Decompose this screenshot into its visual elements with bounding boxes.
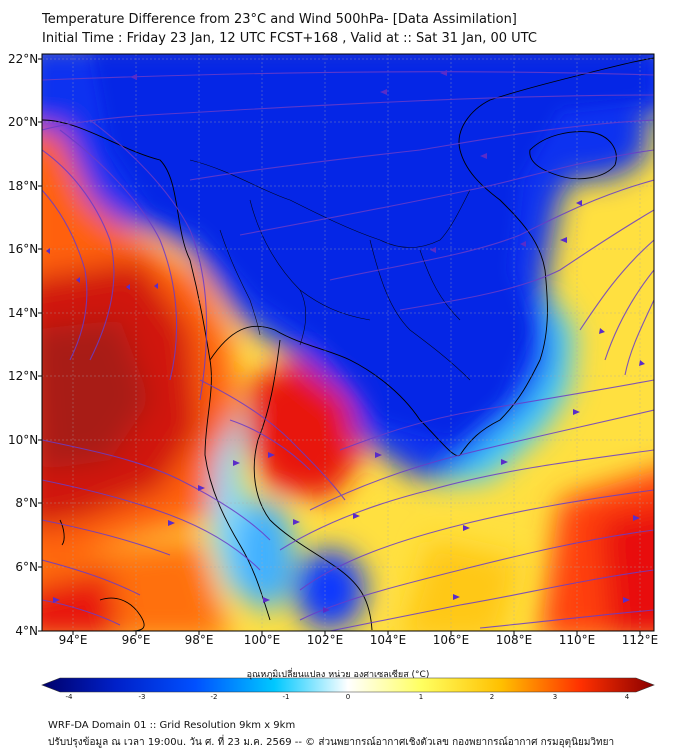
colorbar	[41, 677, 655, 693]
lat-label: 12°N	[8, 369, 39, 383]
colorbar-tick: -3	[138, 693, 146, 701]
lat-label: 6°N	[15, 560, 38, 574]
country-borders	[189, 159, 471, 381]
map-frame	[41, 53, 655, 632]
lat-lon-grid	[42, 54, 654, 631]
colorbar-tick: 4	[624, 693, 630, 701]
lon-label: 98°E	[184, 633, 214, 647]
footer-credit: ปรับปรุงข้อมูล ณ เวลา 19:00u. วัน ศ. ที่…	[48, 737, 615, 748]
lon-label: 100°E	[243, 633, 281, 647]
lon-label: 110°E	[558, 633, 596, 647]
wind-arrows	[46, 70, 645, 613]
colorbar-tick: -4	[65, 693, 73, 701]
colorbar-tick: -1	[282, 693, 290, 701]
wind-streamlines	[42, 71, 654, 631]
coastlines	[42, 57, 654, 631]
lat-label: 8°N	[15, 496, 38, 510]
lon-label: 102°E	[306, 633, 344, 647]
lat-label: 18°N	[8, 179, 39, 193]
lon-label: 112°E	[621, 633, 659, 647]
colorbar-label: อุณหภูมิเปลี่ยนแปลง หน่วย องศาเซลเซียส (…	[246, 670, 430, 680]
lat-label: 14°N	[8, 306, 39, 320]
lat-label: 22°N	[8, 52, 39, 66]
colorbar-tick: 3	[552, 693, 558, 701]
axis-ticks	[38, 58, 641, 635]
footer-model-info: WRF-DA Domain 01 :: Grid Resolution 9km …	[48, 720, 296, 731]
map-subtitle: Initial Time : Friday 23 Jan, 12 UTC FCS…	[42, 31, 537, 46]
lon-label: 96°E	[121, 633, 151, 647]
colorbar-tick: 2	[489, 693, 495, 701]
lon-label: 108°E	[495, 633, 533, 647]
map-title: Temperature Difference from 23°C and Win…	[42, 12, 517, 27]
colorbar-tick: -2	[210, 693, 218, 701]
lon-label: 106°E	[432, 633, 470, 647]
lon-label: 94°E	[58, 633, 88, 647]
lat-label: 16°N	[8, 242, 39, 256]
lat-label: 10°N	[8, 433, 39, 447]
lat-label: 20°N	[8, 115, 39, 129]
lat-label: 4°N	[15, 624, 38, 638]
lon-label: 104°E	[369, 633, 407, 647]
temperature-field	[42, 54, 654, 631]
colorbar-tick: 0	[345, 693, 351, 701]
colorbar-tick: 1	[418, 693, 424, 701]
